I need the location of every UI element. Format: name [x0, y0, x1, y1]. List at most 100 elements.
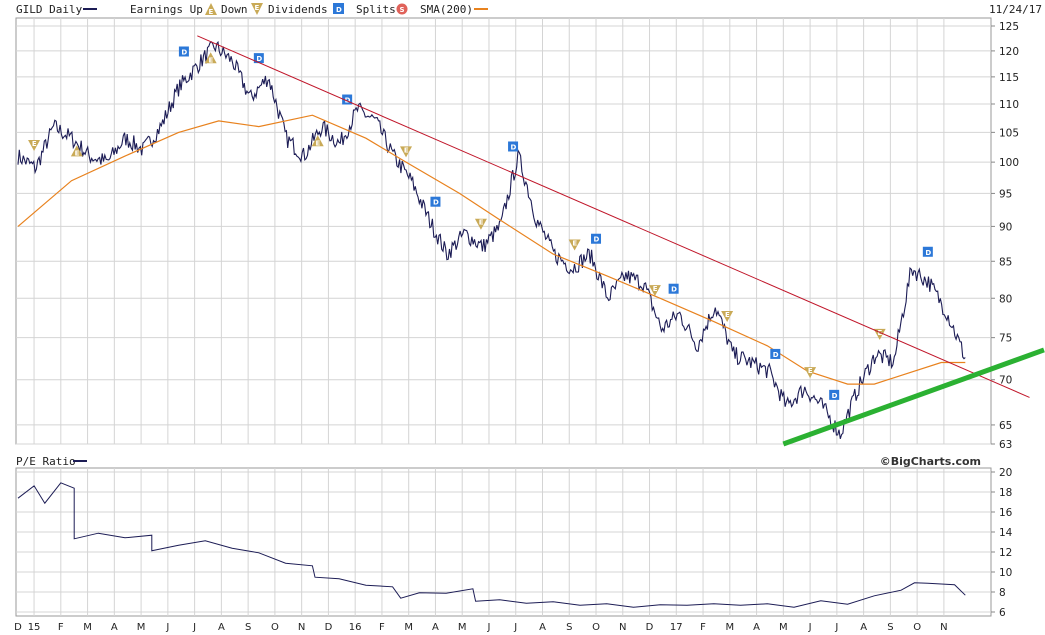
earnings-down-marker-shape [474, 218, 487, 230]
earnings-up-marker-glyph: E [316, 139, 321, 147]
x-tick-label: O [592, 622, 600, 633]
price-y-tick-label: 80 [999, 293, 1012, 305]
price-grid [16, 18, 991, 445]
x-tick-label: D [14, 622, 22, 633]
event-markers: DDDDDDDDDDEEEEEEEEEEE [28, 46, 933, 400]
earnings-down-legend-icon: E [251, 3, 263, 15]
dividend-marker: D [922, 246, 933, 257]
price-y-tick-label: 95 [999, 188, 1012, 200]
dividend-marker-glyph: D [433, 199, 439, 207]
dividend-marker-box [430, 196, 441, 207]
dividend-marker-glyph: D [345, 97, 351, 105]
earnings-down-marker: E [804, 367, 817, 379]
trendlines [197, 35, 1045, 447]
x-tick-label: 17 [670, 622, 683, 633]
price-y-tick-label: 75 [999, 333, 1012, 345]
price-series [17, 40, 966, 439]
dividend-marker: D [430, 196, 441, 207]
dividend-marker: D [829, 389, 840, 400]
price-line [17, 40, 966, 439]
price-y-tick-label: 110 [999, 99, 1019, 111]
x-tick-label: J [513, 622, 517, 633]
dividend-marker: D [178, 46, 189, 57]
splits-label: Splits [356, 3, 396, 16]
earnings-down-marker-shape [873, 328, 886, 340]
earnings-up-marker: E [204, 52, 217, 64]
x-tick-label: M [779, 622, 788, 633]
dividend-marker-box [342, 94, 353, 105]
earnings-down-marker-shape [648, 285, 661, 297]
x-tick-label: A [860, 622, 867, 633]
x-tick-label: F [58, 622, 64, 633]
dividend-marker-glyph: D [181, 49, 187, 57]
pe-y-tick-label: 6 [999, 607, 1006, 619]
x-tick-label: M [458, 622, 467, 633]
split-legend-glyph: S [400, 6, 405, 14]
pe-y-tick-label: 10 [999, 567, 1012, 579]
x-tick-label: A [432, 622, 439, 633]
x-tick-label: O [271, 622, 279, 633]
dividend-marker-glyph: D [511, 143, 517, 151]
dividend-marker-glyph: D [832, 392, 838, 400]
chart-date: 11/24/17 [989, 3, 1042, 16]
earnings-down-marker-shape [28, 140, 41, 152]
sma-label: SMA(200) [420, 3, 473, 16]
earnings-down-marker-shape [721, 311, 734, 323]
price-y-tick-label: 115 [999, 72, 1019, 84]
price-y-tick-label: 105 [999, 127, 1019, 139]
x-tick-label: 15 [28, 622, 41, 633]
x-tick-label: M [83, 622, 92, 633]
price-y-tick-label: 63 [999, 439, 1012, 451]
earnings-down-marker: E [474, 218, 487, 230]
price-y-tick-label: 100 [999, 157, 1019, 169]
pe-series [17, 482, 966, 608]
dividend-marker-box [253, 53, 264, 64]
earnings-down-marker-shape [804, 367, 817, 379]
dividend-marker: D [342, 94, 353, 105]
x-tick-label: 16 [349, 622, 362, 633]
dividend-marker: D [253, 53, 264, 64]
pe-line [17, 482, 966, 608]
sma-200-line [17, 114, 966, 385]
earnings-down-marker-shape [400, 146, 413, 158]
pe-y-tick-label: 12 [999, 547, 1012, 559]
earnings-up-marker: E [311, 135, 324, 147]
earnings-down-marker-glyph: E [653, 285, 658, 293]
x-tick-label: F [379, 622, 385, 633]
dividend-legend-icon: D [333, 3, 344, 14]
earnings-down-marker-glyph: E [808, 367, 813, 375]
dividend-marker-box [770, 348, 781, 359]
pe-y-tick-label: 18 [999, 487, 1012, 499]
earnings-down-legend-glyph: E [255, 4, 260, 12]
earnings-down-marker-glyph: E [404, 146, 409, 154]
split-legend-icon: S [396, 3, 408, 15]
earnings-down-marker: E [28, 140, 41, 152]
dividend-marker-box [591, 233, 602, 244]
x-tick-label: N [298, 622, 305, 633]
pe-grid [16, 468, 991, 616]
support-trendline [782, 347, 1045, 447]
pe-label: P/E Ratio [16, 455, 76, 468]
earnings-down-marker: E [568, 239, 581, 251]
x-tick-label: S [245, 622, 251, 633]
earnings-down-marker-glyph: E [725, 311, 730, 319]
down-label: Down [221, 3, 248, 16]
earnings-down-marker-glyph: E [572, 239, 577, 247]
price-y-tick-label: 65 [999, 420, 1012, 432]
x-tick-label: F [700, 622, 706, 633]
earnings-up-legend-glyph: E [209, 8, 214, 16]
dividend-marker-glyph: D [773, 351, 779, 359]
dividend-legend-glyph: D [336, 6, 342, 14]
dividend-marker-glyph: D [671, 286, 677, 294]
x-tick-label: N [940, 622, 947, 633]
earnings-up-label: Earnings Up [130, 3, 203, 16]
dividends-label: Dividends [268, 3, 328, 16]
x-tick-label: J [165, 622, 169, 633]
earnings-up-marker-shape [204, 52, 217, 64]
x-tick-label: A [753, 622, 760, 633]
x-tick-label: M [404, 622, 413, 633]
x-tick-label: J [834, 622, 838, 633]
dividend-marker-box [508, 141, 519, 152]
pe-y-tick-label: 8 [999, 587, 1006, 599]
dividend-marker-box [668, 283, 679, 294]
